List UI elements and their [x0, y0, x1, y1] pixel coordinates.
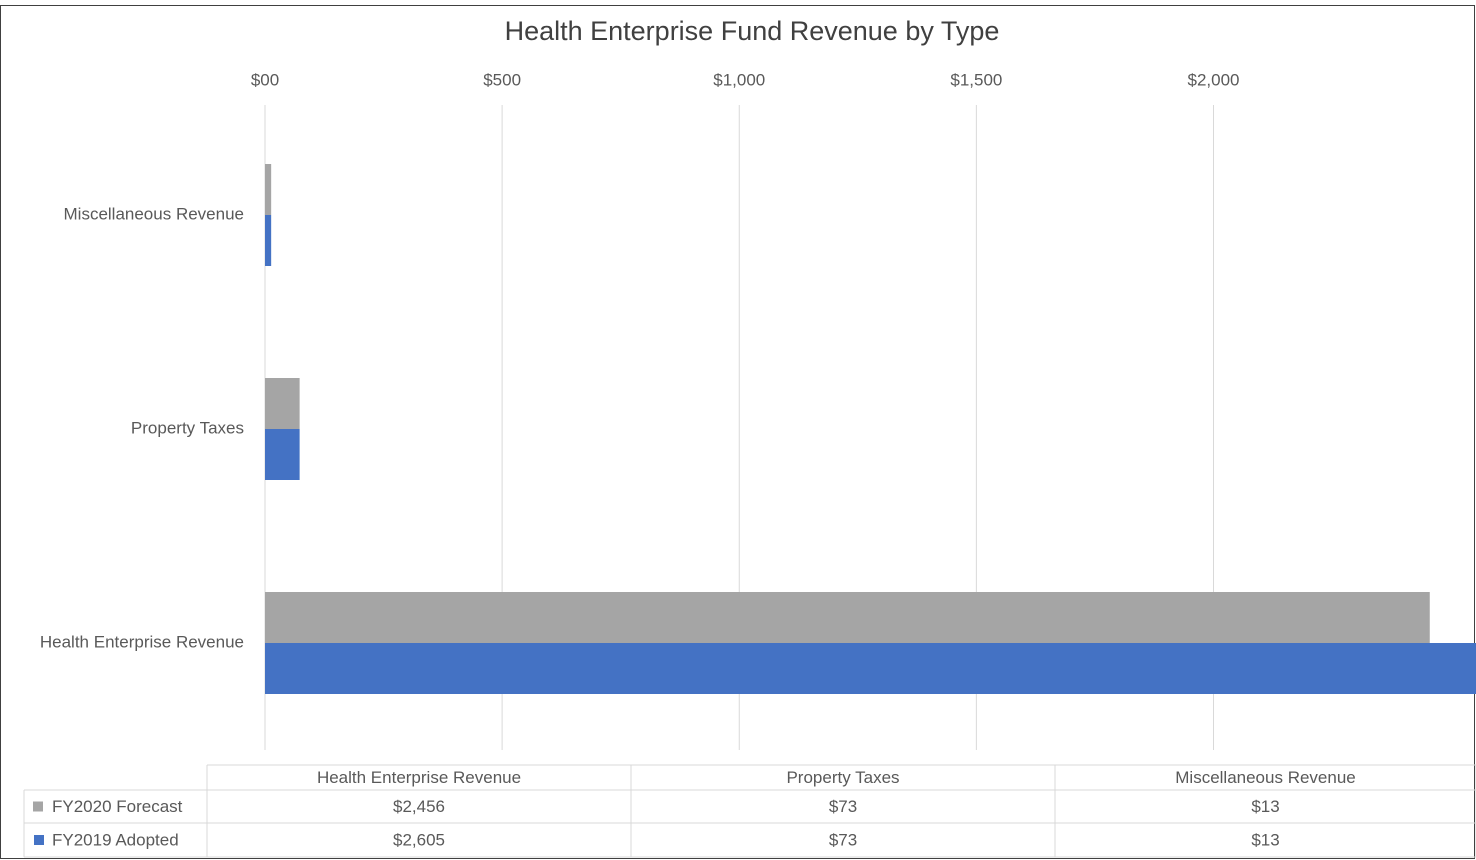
chart-border — [0, 5, 1475, 859]
table-header: Health Enterprise Revenue — [317, 768, 521, 787]
legend-key — [33, 801, 43, 812]
chart-title: Health Enterprise Fund Revenue by Type — [505, 16, 1000, 46]
x-tick-label: $1,500 — [950, 70, 1002, 89]
legend-label: FY2020 Forecast — [52, 797, 183, 816]
table-value: $13 — [1251, 797, 1279, 816]
bar — [265, 378, 300, 429]
bar — [265, 592, 1430, 643]
y-tick-label: Health Enterprise Revenue — [40, 632, 244, 651]
bar — [265, 164, 272, 215]
table-header: Property Taxes — [786, 768, 899, 787]
x-tick-label: $500 — [483, 70, 521, 89]
table-value: $2,605 — [393, 830, 445, 849]
x-tick-label: $2,000 — [1188, 70, 1240, 89]
legend-key — [34, 835, 44, 845]
x-tick-label: $1,000 — [713, 70, 765, 89]
y-tick-label: Miscellaneous Revenue — [64, 204, 245, 223]
table-header: Miscellaneous Revenue — [1175, 768, 1356, 787]
legend-label: FY2019 Adopted — [52, 830, 179, 849]
bar — [265, 643, 1476, 694]
x-tick-label: $00 — [251, 70, 279, 89]
table-value: $73 — [829, 830, 857, 849]
y-tick-label: Property Taxes — [131, 418, 244, 437]
bar — [265, 429, 300, 480]
bar — [265, 215, 272, 266]
table-value: $73 — [829, 797, 857, 816]
table-value: $13 — [1251, 830, 1279, 849]
table-value: $2,456 — [393, 797, 445, 816]
